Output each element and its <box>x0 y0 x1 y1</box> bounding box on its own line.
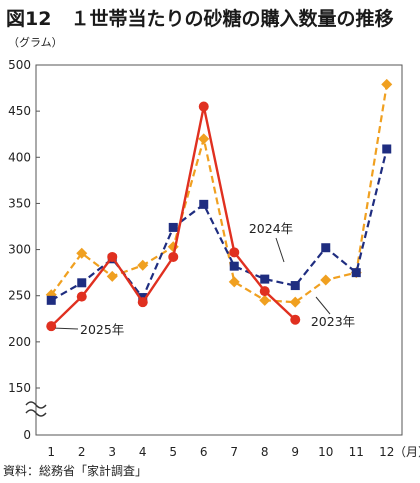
data-point <box>76 291 87 302</box>
data-point <box>107 251 118 262</box>
data-point <box>260 274 270 284</box>
data-point <box>321 243 331 253</box>
plot-frame <box>35 64 403 436</box>
series-2024年 <box>46 144 392 305</box>
y-tick-label: 200 <box>8 335 31 349</box>
data-point <box>168 222 178 232</box>
y-tick-label: 250 <box>8 289 31 303</box>
data-point <box>229 261 239 271</box>
data-point <box>76 247 88 259</box>
data-point <box>259 294 271 306</box>
data-point <box>229 247 240 258</box>
axis-break-mark <box>25 401 47 409</box>
series-layer <box>45 78 393 332</box>
x-tick-label: 9 <box>291 445 299 459</box>
chart-title: 図12 １世帯当たりの砂糖の購入数量の推移 <box>6 8 394 30</box>
series-label: 2025年 <box>80 322 124 337</box>
label-leader-line <box>55 327 79 330</box>
x-tick-label: 6 <box>200 445 208 459</box>
y-tick-label: 0 <box>23 428 31 442</box>
data-point <box>228 276 240 288</box>
y-tick-label: 400 <box>8 150 31 164</box>
label-leader-line <box>315 296 331 315</box>
series-label: 2024年 <box>249 221 293 236</box>
data-point <box>168 251 179 262</box>
data-point <box>289 296 301 308</box>
series-line <box>50 84 388 304</box>
label-layer: 2024年 2023年 2025年 <box>55 221 355 337</box>
data-point <box>199 199 209 209</box>
data-point <box>290 314 301 325</box>
x-tick-label: 1 <box>47 445 55 459</box>
series-2023年 <box>45 78 393 308</box>
x-tick-label: 7 <box>230 445 238 459</box>
y-axis-unit: （グラム） <box>8 36 63 49</box>
series-label: 2023年 <box>311 314 355 329</box>
data-point <box>137 259 149 271</box>
data-point <box>198 101 209 112</box>
source-note: 資料：総務省「家計調査」 <box>3 464 148 478</box>
y-tick-label: 150 <box>8 381 31 395</box>
data-point <box>77 278 87 288</box>
data-point <box>106 270 118 282</box>
x-tick-label: 12 <box>379 445 394 459</box>
x-axis-unit: （月） <box>394 445 420 459</box>
data-point <box>382 144 392 154</box>
axis-break-mark <box>25 409 47 417</box>
label-leader-line <box>275 237 285 263</box>
x-tick-label: 3 <box>108 445 116 459</box>
x-tick-label: 5 <box>169 445 177 459</box>
x-tick-label: 4 <box>139 445 147 459</box>
x-tick-label: 2 <box>78 445 86 459</box>
data-point <box>351 268 361 278</box>
y-tick-label: 350 <box>8 196 31 210</box>
series-2025年 <box>46 101 301 332</box>
x-tick-label: 11 <box>349 445 364 459</box>
data-point <box>259 286 270 297</box>
series-line <box>50 105 297 328</box>
data-point <box>137 297 148 308</box>
data-point <box>46 321 57 332</box>
data-point <box>290 281 300 291</box>
x-tick-label: 8 <box>261 445 269 459</box>
data-point <box>381 78 393 90</box>
x-tick-label: 10 <box>318 445 333 459</box>
y-tick-label: 450 <box>8 104 31 118</box>
data-point <box>198 133 210 145</box>
y-tick-label: 300 <box>8 243 31 257</box>
data-point <box>320 274 332 286</box>
y-tick-label: 500 <box>8 58 31 72</box>
data-point <box>46 295 56 305</box>
